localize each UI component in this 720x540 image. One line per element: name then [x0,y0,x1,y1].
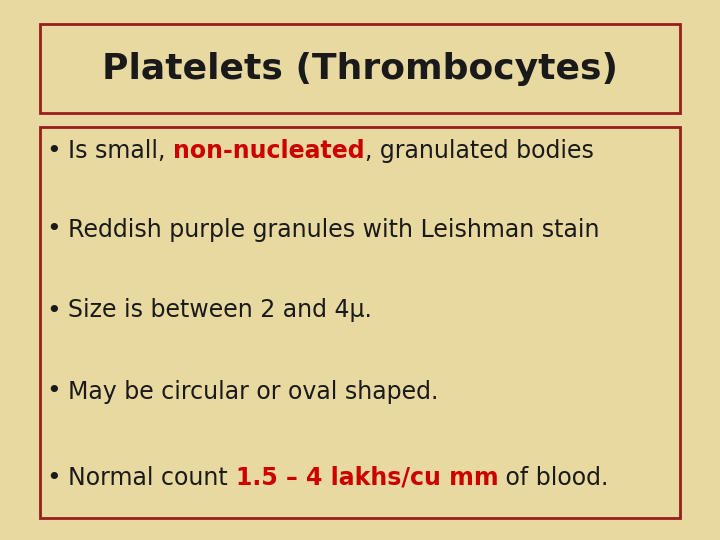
Text: •: • [47,139,61,163]
Text: Size is between 2 and 4μ.: Size is between 2 and 4μ. [68,299,372,322]
Text: May be circular or oval shaped.: May be circular or oval shaped. [68,380,438,403]
Text: of blood.: of blood. [498,466,608,490]
Text: •: • [47,299,61,322]
Text: non-nucleated: non-nucleated [174,139,365,163]
FancyBboxPatch shape [40,127,680,518]
Text: Platelets (Thrombocytes): Platelets (Thrombocytes) [102,52,618,86]
Text: , granulated bodies: , granulated bodies [365,139,594,163]
Text: Reddish purple granules with Leishman stain: Reddish purple granules with Leishman st… [68,218,600,241]
Text: •: • [47,380,61,403]
Text: •: • [47,218,61,241]
Text: 1.5 – 4 lakhs/cu mm: 1.5 – 4 lakhs/cu mm [235,466,498,490]
FancyBboxPatch shape [40,24,680,113]
Text: Normal count: Normal count [68,466,235,490]
Text: Is small,: Is small, [68,139,174,163]
Text: •: • [47,466,61,490]
